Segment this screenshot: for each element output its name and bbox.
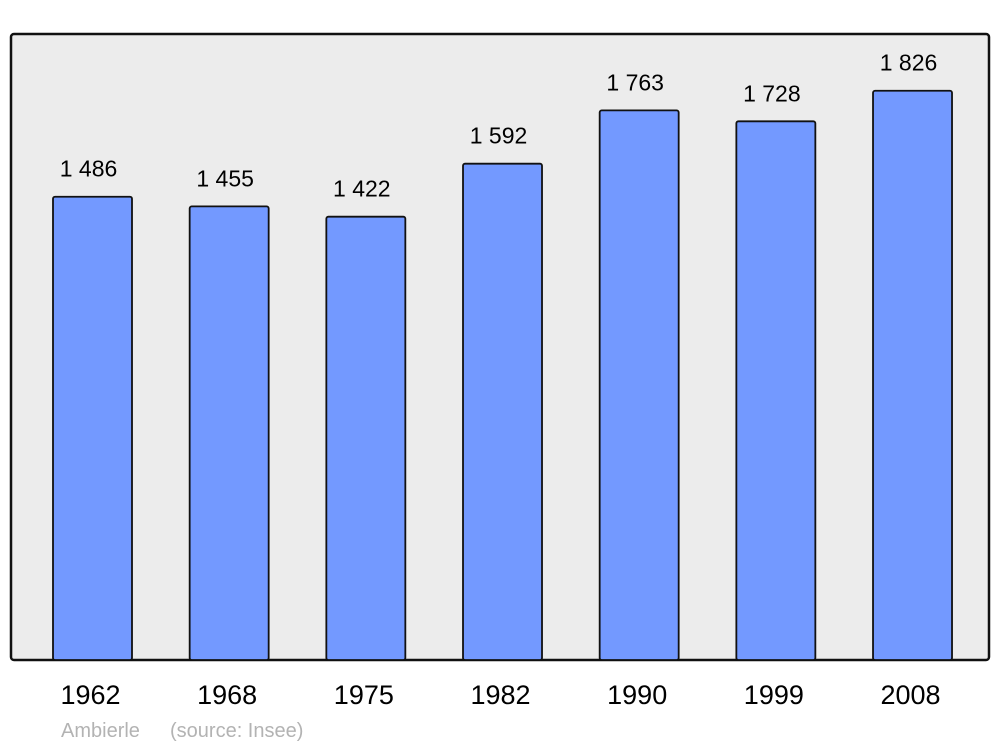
data-label: 1 763 <box>606 69 664 95</box>
x-tick-label: 1990 <box>607 680 667 710</box>
bar-1968 <box>188 205 270 661</box>
x-tick-label: 1982 <box>470 680 530 710</box>
x-tick-label: 1999 <box>744 680 804 710</box>
data-label: 1 826 <box>880 50 938 76</box>
bar-1962 <box>52 195 133 661</box>
bar-1982 <box>462 162 543 661</box>
bar-2008 <box>872 89 953 661</box>
x-tick-label: 1975 <box>334 680 394 710</box>
x-tick-label: 1968 <box>197 680 257 710</box>
data-label: 1 422 <box>333 176 391 202</box>
bar-1975 <box>325 215 407 661</box>
x-tick-label: 2008 <box>880 680 940 710</box>
data-label: 1 728 <box>743 80 801 106</box>
footer-place: Ambierle <box>61 720 140 742</box>
bar-1990 <box>598 109 680 661</box>
x-tick-label: 1962 <box>60 680 120 710</box>
bar-1999 <box>735 120 817 661</box>
data-label: 1 592 <box>470 123 528 149</box>
footer-source: (source: Insee) <box>170 720 303 742</box>
data-label: 1 455 <box>196 165 254 191</box>
data-label: 1 486 <box>60 156 118 182</box>
